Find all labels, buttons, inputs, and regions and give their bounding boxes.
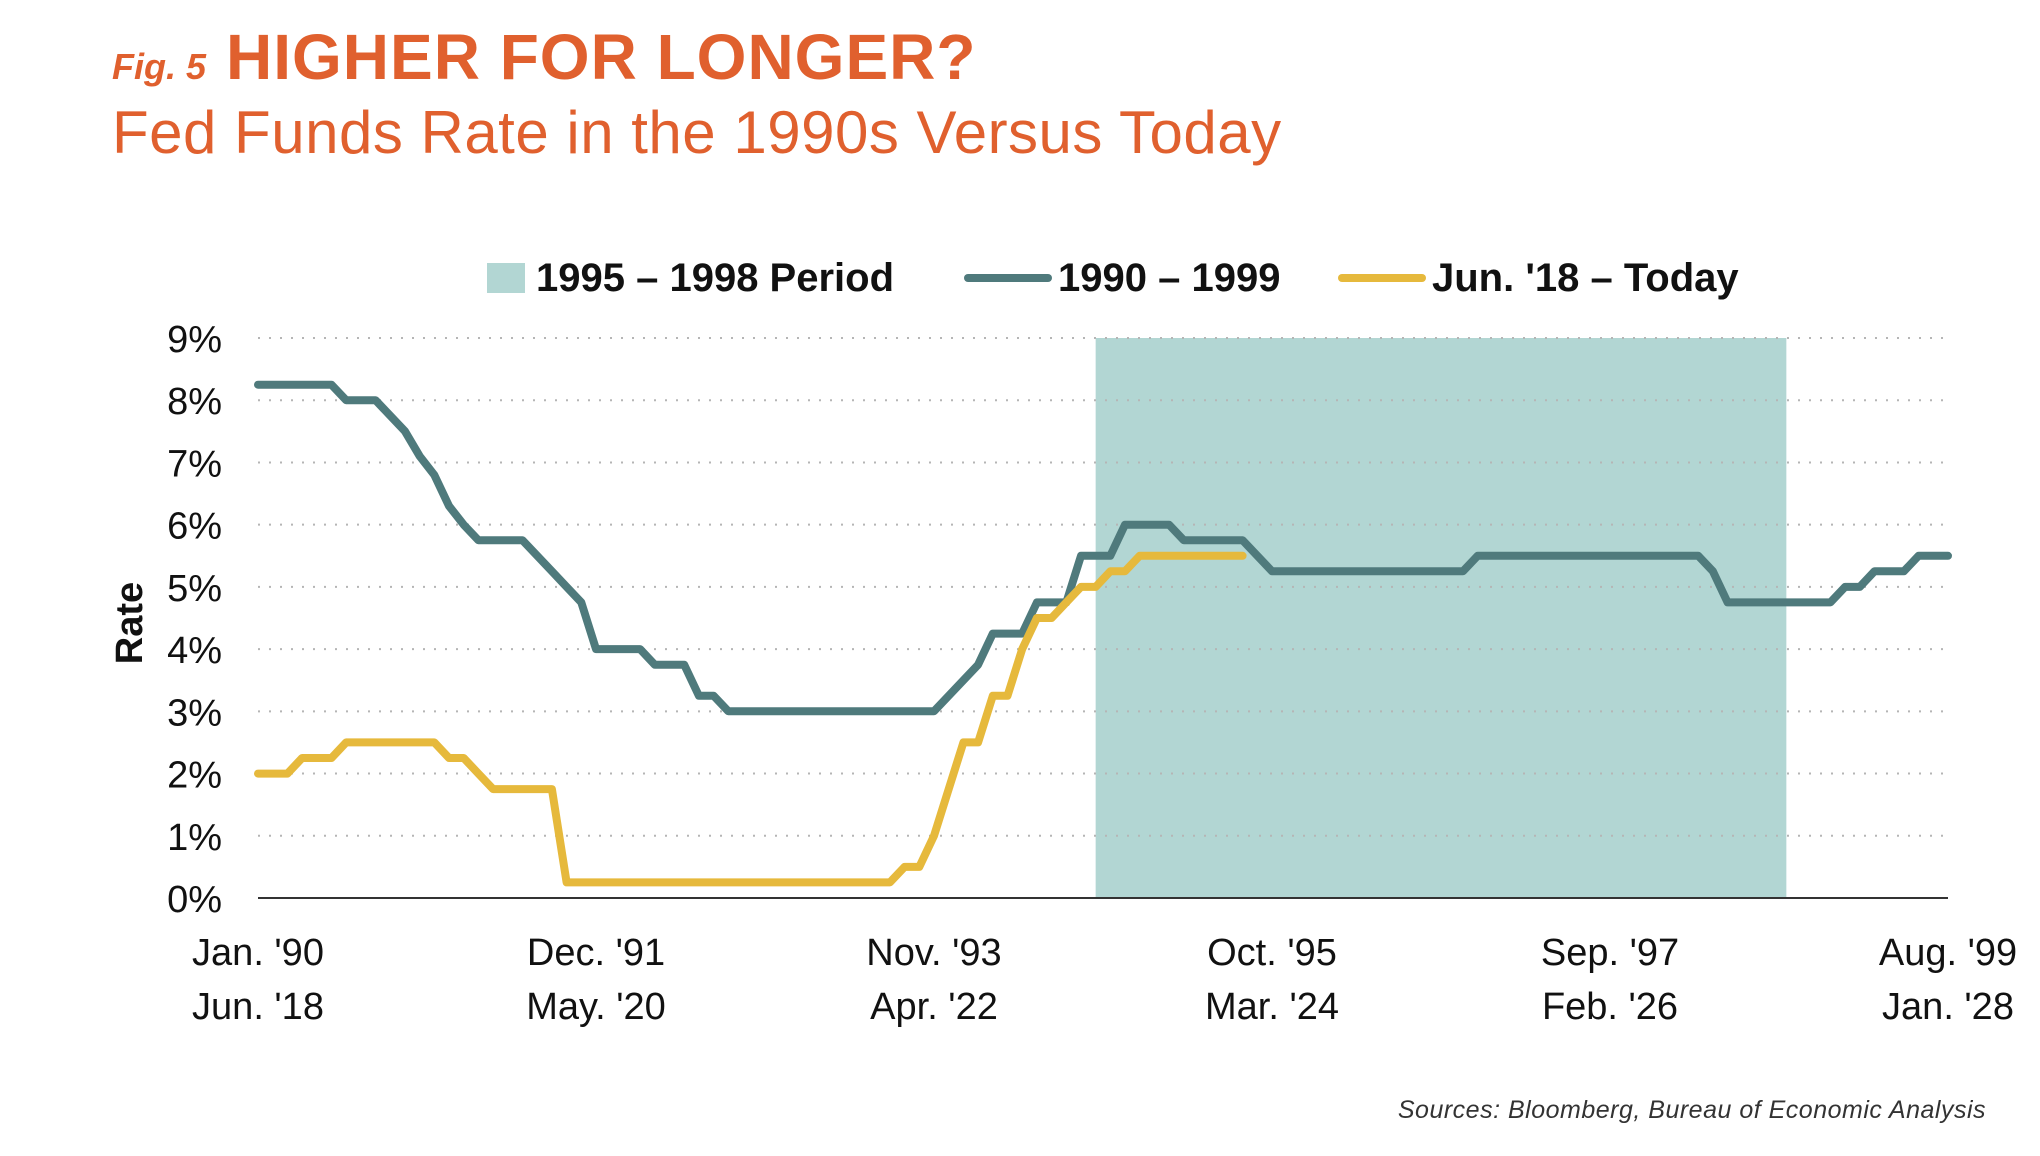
- chart-header: Fig. 5 HIGHER FOR LONGER? Fed Funds Rate…: [112, 20, 1282, 167]
- y-tick-label: 7%: [167, 443, 222, 485]
- series-line-2018-today: [254, 551, 1247, 887]
- legend-label-2018-today: Jun. '18 – Today: [1432, 256, 1739, 300]
- y-tick-label: 0%: [167, 879, 222, 921]
- x-tick-label: Dec. '91: [527, 932, 665, 974]
- figure-label: Fig. 5: [112, 46, 207, 87]
- y-tick-label: 8%: [167, 381, 222, 423]
- x-tick-label: Apr. '22: [870, 986, 998, 1028]
- title-row: Fig. 5 HIGHER FOR LONGER?: [112, 20, 1282, 94]
- chart-title: HIGHER FOR LONGER?: [226, 21, 977, 93]
- x-tick-label: Aug. '99: [1879, 932, 2017, 974]
- y-tick-label: 6%: [167, 506, 222, 548]
- x-tick-label: Sep. '97: [1541, 932, 1679, 974]
- shaded-period-1995-1998: [1095, 338, 1787, 898]
- y-tick-label: 3%: [167, 692, 222, 734]
- y-tick-label: 9%: [167, 319, 222, 361]
- x-tick-label: Mar. '24: [1205, 986, 1339, 1028]
- x-tick-label: Jan. '28: [1882, 986, 2014, 1028]
- x-tick-label: Jun. '18: [192, 986, 324, 1028]
- y-axis-label: Rate: [109, 582, 151, 664]
- series-line-1990-1999: [254, 380, 1952, 716]
- source-note: Sources: Bloomberg, Bureau of Economic A…: [1397, 1096, 1986, 1124]
- x-tick-label: Feb. '26: [1542, 986, 1678, 1028]
- legend-swatch-shaded: [487, 263, 525, 293]
- legend-label-shaded: 1995 – 1998 Period: [536, 256, 894, 300]
- x-tick-label: Oct. '95: [1207, 932, 1337, 974]
- x-tick-label: Jan. '90: [192, 932, 324, 974]
- y-tick-label: 2%: [167, 755, 222, 797]
- x-tick-label: May. '20: [526, 986, 666, 1028]
- y-tick-label: 1%: [167, 817, 222, 859]
- x-tick-label: Nov. '93: [866, 932, 1001, 974]
- y-tick-label: 4%: [167, 630, 222, 672]
- legend-label-1990-1999: 1990 – 1999: [1058, 256, 1280, 300]
- y-tick-label: 5%: [167, 568, 222, 610]
- chart-subtitle: Fed Funds Rate in the 1990s Versus Today: [112, 99, 1282, 166]
